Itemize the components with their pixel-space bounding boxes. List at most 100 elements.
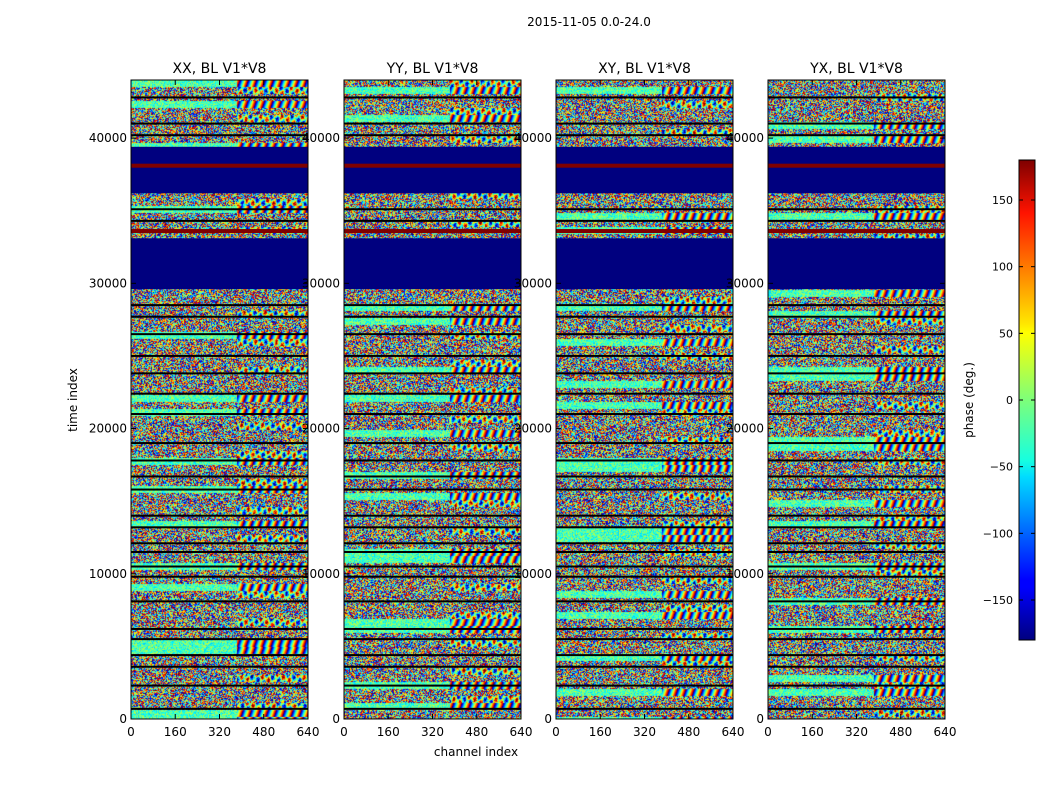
flag-time-line [556, 208, 733, 211]
x-tick-label: 0 [764, 725, 772, 739]
x-tick-label: 480 [889, 725, 912, 739]
saturated-time-line [556, 163, 733, 168]
masked-time-block [344, 146, 521, 194]
flag-time-line [131, 134, 308, 137]
flag-time-line [131, 627, 308, 630]
flag-time-line [556, 550, 733, 553]
flag-time-line [556, 514, 733, 517]
y-tick-label: 40000 [89, 131, 127, 145]
colorbar-tick-label: 50 [999, 327, 1013, 340]
colorbar-tick-label: 100 [992, 261, 1013, 274]
flag-time-line [344, 600, 521, 603]
flag-time-line [768, 707, 945, 710]
x-tick-label: 320 [421, 725, 444, 739]
x-tick-label: 0 [340, 725, 348, 739]
y-tick-label: 20000 [89, 422, 127, 436]
colorbar-tick-label: −150 [983, 594, 1013, 607]
flag-time-line [131, 684, 308, 687]
y-tick-label: 10000 [89, 567, 127, 581]
colorbar-tick-label: 0 [1006, 394, 1013, 407]
flag-time-line [556, 526, 733, 529]
flag-time-line [131, 354, 308, 357]
flag-time-line [768, 565, 945, 568]
saturated-time-line [344, 163, 521, 168]
flag-time-line [344, 575, 521, 578]
flag-time-line [344, 565, 521, 568]
y-tick-label: 0 [119, 712, 127, 726]
flag-time-line [344, 134, 521, 137]
flag-time-line [556, 565, 733, 568]
flag-time-line [131, 600, 308, 603]
flag-time-line [344, 219, 521, 222]
flag-time-line [344, 459, 521, 462]
flag-time-line [556, 96, 733, 99]
x-tick-label: 640 [934, 725, 957, 739]
colorbar-tick-label: 150 [992, 194, 1013, 207]
flag-time-line [768, 638, 945, 641]
flag-time-line [344, 707, 521, 710]
flag-time-line [768, 550, 945, 553]
flag-time-line [556, 575, 733, 578]
flag-time-line [344, 304, 521, 307]
flag-time-line [344, 627, 521, 630]
colorbar-tick-label: −50 [990, 461, 1013, 474]
flag-time-line [131, 575, 308, 578]
flag-time-line [768, 627, 945, 630]
x-axis-label: channel index [434, 745, 518, 759]
flag-time-line [768, 684, 945, 687]
colorbar-tick-label: −100 [983, 527, 1013, 540]
flag-time-line [768, 459, 945, 462]
panel-2: YY, BL V1*V8 0 160 320 480 640 0 10000 20000 3000… [302, 61, 533, 739]
flag-time-line [131, 707, 308, 710]
x-tick-label: 320 [633, 725, 656, 739]
y-tick-label: 40000 [514, 131, 552, 145]
flag-time-line [556, 134, 733, 137]
flag-time-line [556, 665, 733, 668]
flag-time-line [556, 627, 733, 630]
y-tick-label: 20000 [302, 422, 340, 436]
flag-time-line [131, 542, 308, 545]
y-tick-label: 0 [756, 712, 764, 726]
flag-time-line [131, 392, 308, 395]
flag-time-line [344, 526, 521, 529]
flag-time-line [768, 475, 945, 478]
flag-time-line [768, 372, 945, 375]
flag-time-line [556, 372, 733, 375]
flag-time-line [344, 372, 521, 375]
saturated-time-line [556, 229, 733, 234]
x-tick-label: 0 [552, 725, 560, 739]
masked-time-block [768, 146, 945, 194]
flag-time-line [556, 333, 733, 336]
flag-time-line [131, 654, 308, 657]
y-tick-label: 30000 [302, 276, 340, 290]
flag-time-line [768, 219, 945, 222]
x-tick-label: 480 [465, 725, 488, 739]
flag-time-line [131, 122, 308, 125]
flag-time-line [344, 514, 521, 517]
flag-time-line [344, 488, 521, 491]
panels: XX, BL V1*V8 0 160 320 480 640 0 10000 20000 3000… [89, 61, 957, 739]
flag-time-line [131, 475, 308, 478]
masked-time-block [131, 238, 308, 290]
flag-time-line [556, 315, 733, 318]
flag-time-line [344, 333, 521, 336]
masked-time-block [556, 146, 733, 194]
flag-time-line [768, 526, 945, 529]
flag-time-line [768, 600, 945, 603]
x-tick-label: 160 [589, 725, 612, 739]
flag-time-line [344, 208, 521, 211]
flag-time-line [556, 638, 733, 641]
y-tick-label: 40000 [302, 131, 340, 145]
flag-time-line [768, 304, 945, 307]
panel-3: XY, BL V1*V8 0 160 320 480 640 0 10000 20000 3000… [514, 61, 745, 739]
x-tick-label: 160 [164, 725, 187, 739]
figure-suptitle: 2015-11-05 0.0-24.0 [527, 15, 651, 29]
masked-time-block [768, 238, 945, 290]
flag-time-line [131, 372, 308, 375]
saturated-time-line [131, 163, 308, 168]
panel-title: YX, BL V1*V8 [809, 61, 903, 77]
flag-time-line [556, 488, 733, 491]
y-tick-label: 10000 [726, 567, 764, 581]
flag-time-line [131, 550, 308, 553]
x-tick-label: 160 [801, 725, 824, 739]
